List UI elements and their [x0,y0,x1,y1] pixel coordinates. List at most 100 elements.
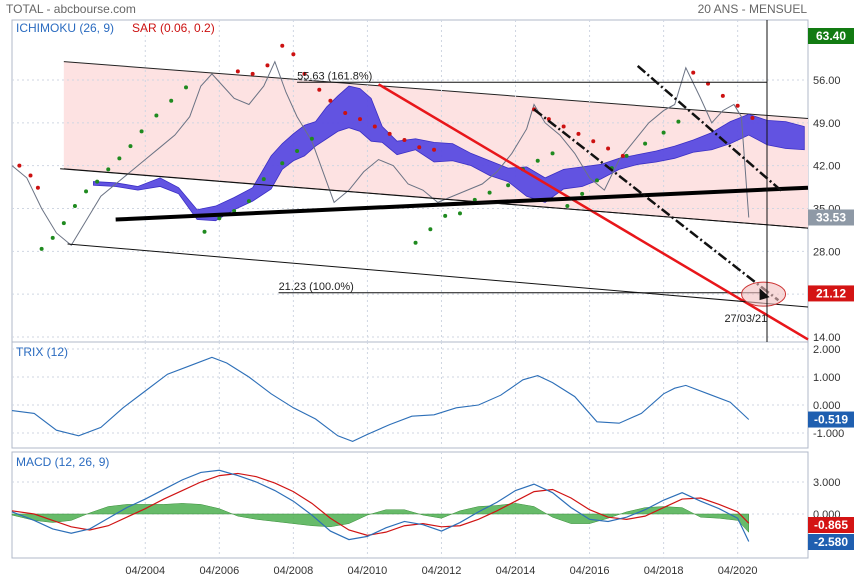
badge-macd-signal: -0.865 [808,517,854,533]
macd-title: MACD (12, 26, 9) [16,455,109,469]
sar-point-up [169,98,174,103]
trendline-thin [67,243,809,308]
sar-point-down [235,69,240,74]
x-tick-label: 04/2016 [570,565,610,577]
sar-point-down [691,70,696,75]
sar-point-up [565,204,570,209]
sar-point-up [106,167,111,172]
badge-macd-signal-bg [808,517,854,533]
sar-point-down [358,117,363,122]
sar-point-up [61,221,66,226]
badge-high-bg [808,28,854,44]
sar-point-up [72,204,77,209]
sar-point-up [280,161,285,166]
annotation-label: 21.23 (100.0%) [279,281,354,293]
sar-point-up [154,113,159,118]
sar-point-down [343,111,348,116]
sar-point-down [328,98,333,103]
sar-point-up [428,227,433,232]
sar-point-down [402,137,407,142]
sar-point-down [620,153,625,158]
ichimoku-cloud [93,85,805,222]
y-tick-label: -1.000 [813,428,844,440]
macd-line [11,469,750,542]
sar-point-down [591,139,596,144]
sar-point-down [302,71,307,76]
badge-trix: -0.519 [808,411,854,428]
x-tick-label: 04/2008 [273,565,313,577]
sar-point-up [202,229,207,234]
sar-point-up [594,178,599,183]
sar-point-up [413,240,418,245]
sar-point-down [291,52,296,57]
badge-macd-text: -2.580 [814,535,848,549]
sar-point-up [309,136,314,141]
x-tick-label: 04/2014 [496,565,536,577]
sar-point-down [561,124,566,129]
sar-point-up [261,177,266,182]
sar-point-up [624,153,629,158]
x-tick-label: 04/2006 [199,565,239,577]
sar-point-down [606,146,611,151]
legend-ichimoku: ICHIMOKU (26, 9) [16,21,114,35]
badge-last-text: 33.53 [816,210,846,224]
y-tick-label: 28.00 [813,246,841,258]
trix-title: TRIX (12) [16,345,68,359]
macd-signal-line [11,472,750,536]
sar-point-up [117,156,122,161]
sar-point-down [432,147,437,152]
annotation-label: 55.63 (161.8%) [297,70,372,82]
trendline-black-thick [115,185,809,222]
sar-point-down [317,87,322,92]
y-tick-label: 14.00 [813,332,841,344]
sar-point-down [265,63,270,68]
sar-point-down [576,131,581,136]
sar-point-up [580,191,585,196]
badge-target: 21.12 [808,285,854,302]
sar-point-down [372,124,377,129]
trendline-dashdot [533,108,780,302]
sar-point-up [443,213,448,218]
trendline-dashdot [636,64,783,193]
sar-point-down [280,43,285,48]
sar-point-up [232,208,237,213]
chart-period: 20 ANS - MENSUEL [697,2,807,16]
sar-point-up [487,190,492,195]
x-tick-label: 04/2010 [348,565,388,577]
sar-point-down [387,131,392,136]
sar-point-up [84,189,89,194]
macd-histogram [11,503,750,533]
chart-title: TOTAL - abcbourse.com [6,2,136,16]
sar-point-up [246,199,251,204]
panel-frame-trix [11,341,809,449]
y-tick-label: 42.00 [813,161,841,173]
badge-trix-bg [808,411,854,428]
badge-macd-bg [808,534,854,550]
sar-point-up [295,148,300,153]
sar-point-up [550,151,555,156]
x-tick-label: 04/2004 [125,565,165,577]
badge-last-bg [808,209,854,226]
sar-point-up [217,216,222,221]
price-line [11,60,750,246]
sar-point-up [457,211,462,216]
channel-upper-line [63,61,809,120]
sar-point-up [50,235,55,240]
trendline-thin [60,168,809,229]
y-tick-label: 0.000 [813,400,841,412]
trix-line [11,356,750,442]
badge-trix-text: -0.519 [814,413,848,427]
y-tick-label: 3.000 [813,477,841,489]
badge-target-bg [808,285,854,302]
panel-frame-macd [11,451,809,559]
sar-point-up [128,144,133,149]
sar-point-up [184,85,189,90]
annotation-label: 27/03/21 [724,313,767,325]
badge-target-text: 21.12 [816,286,846,300]
legend-sar: SAR (0.06, 0.2) [132,21,215,35]
sar-point-up [661,130,666,135]
trendline-red [377,83,809,341]
sar-point-down [735,103,740,108]
